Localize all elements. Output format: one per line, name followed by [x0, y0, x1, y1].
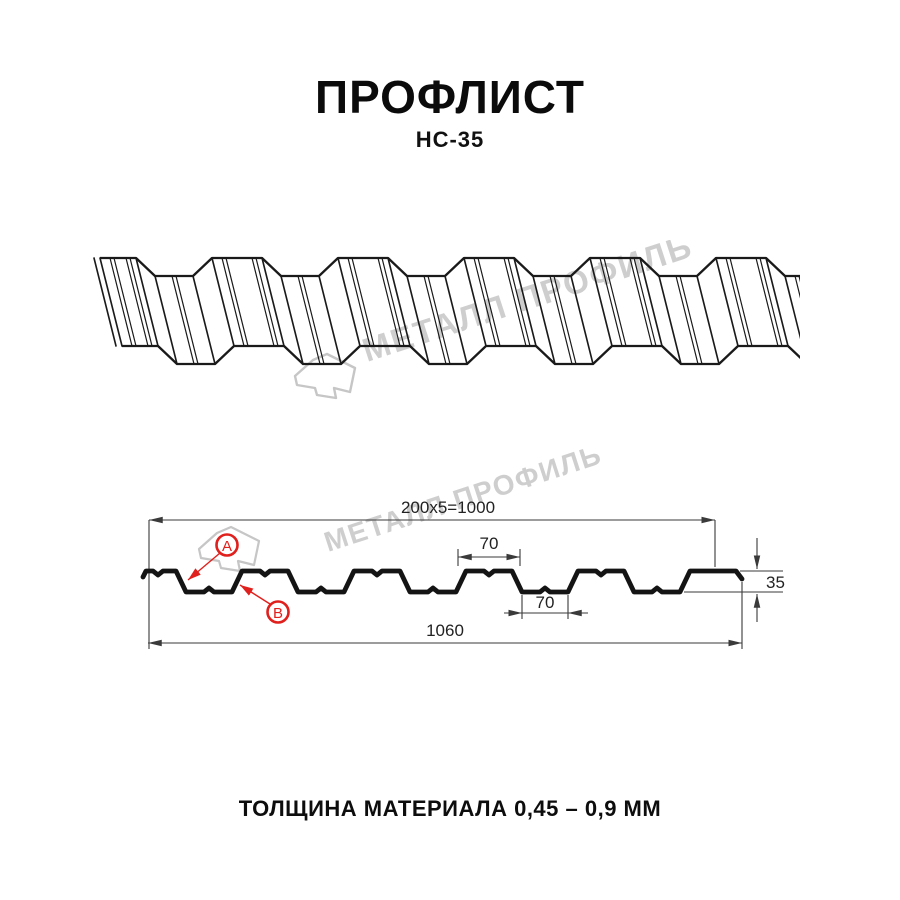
dim-crest-width-label: 70 [480, 534, 499, 553]
brand-logo-icon [197, 525, 261, 573]
sheet-3d-body [100, 258, 800, 364]
page-title: ПРОФЛИСТ [315, 71, 585, 123]
dim-overall-width-label: 1060 [426, 621, 464, 640]
callout-a-label: A [222, 538, 232, 555]
dim-pitch-label: 200x5=1000 [401, 498, 495, 517]
cross-section-profile [140, 568, 745, 595]
callout-a-circle [215, 533, 239, 557]
sheet-3d-fill [100, 258, 800, 364]
dimension-labels: 200x5=1000 70 70 35 1060 [401, 498, 785, 640]
sheet-3d-drawing: МЕТАЛЛ ПРОФИЛЬ [93, 240, 800, 400]
callout-b-arrow [239, 584, 271, 605]
sheet-3d-linework [93, 256, 800, 366]
dimension-lines [148, 516, 783, 649]
callout-b-circle [266, 600, 290, 624]
dim-valley-width-label: 70 [536, 593, 555, 612]
callout-markers: A B [187, 533, 290, 624]
dim-height-label: 35 [766, 573, 785, 592]
callout-a-arrow [187, 552, 221, 581]
profile-outline [140, 568, 745, 595]
cross-section-drawing: МЕТАЛЛ ПРОФИЛЬ 200x5=1000 70 [140, 439, 785, 649]
callout-b-label: B [273, 605, 283, 622]
back-edge-profile [100, 256, 800, 278]
front-edge-profile [122, 344, 800, 366]
profile-model-subtitle: НС-35 [415, 127, 485, 152]
material-thickness-note: ТОЛЩИНА МАТЕРИАЛА 0,45 – 0,9 ММ [238, 796, 662, 821]
